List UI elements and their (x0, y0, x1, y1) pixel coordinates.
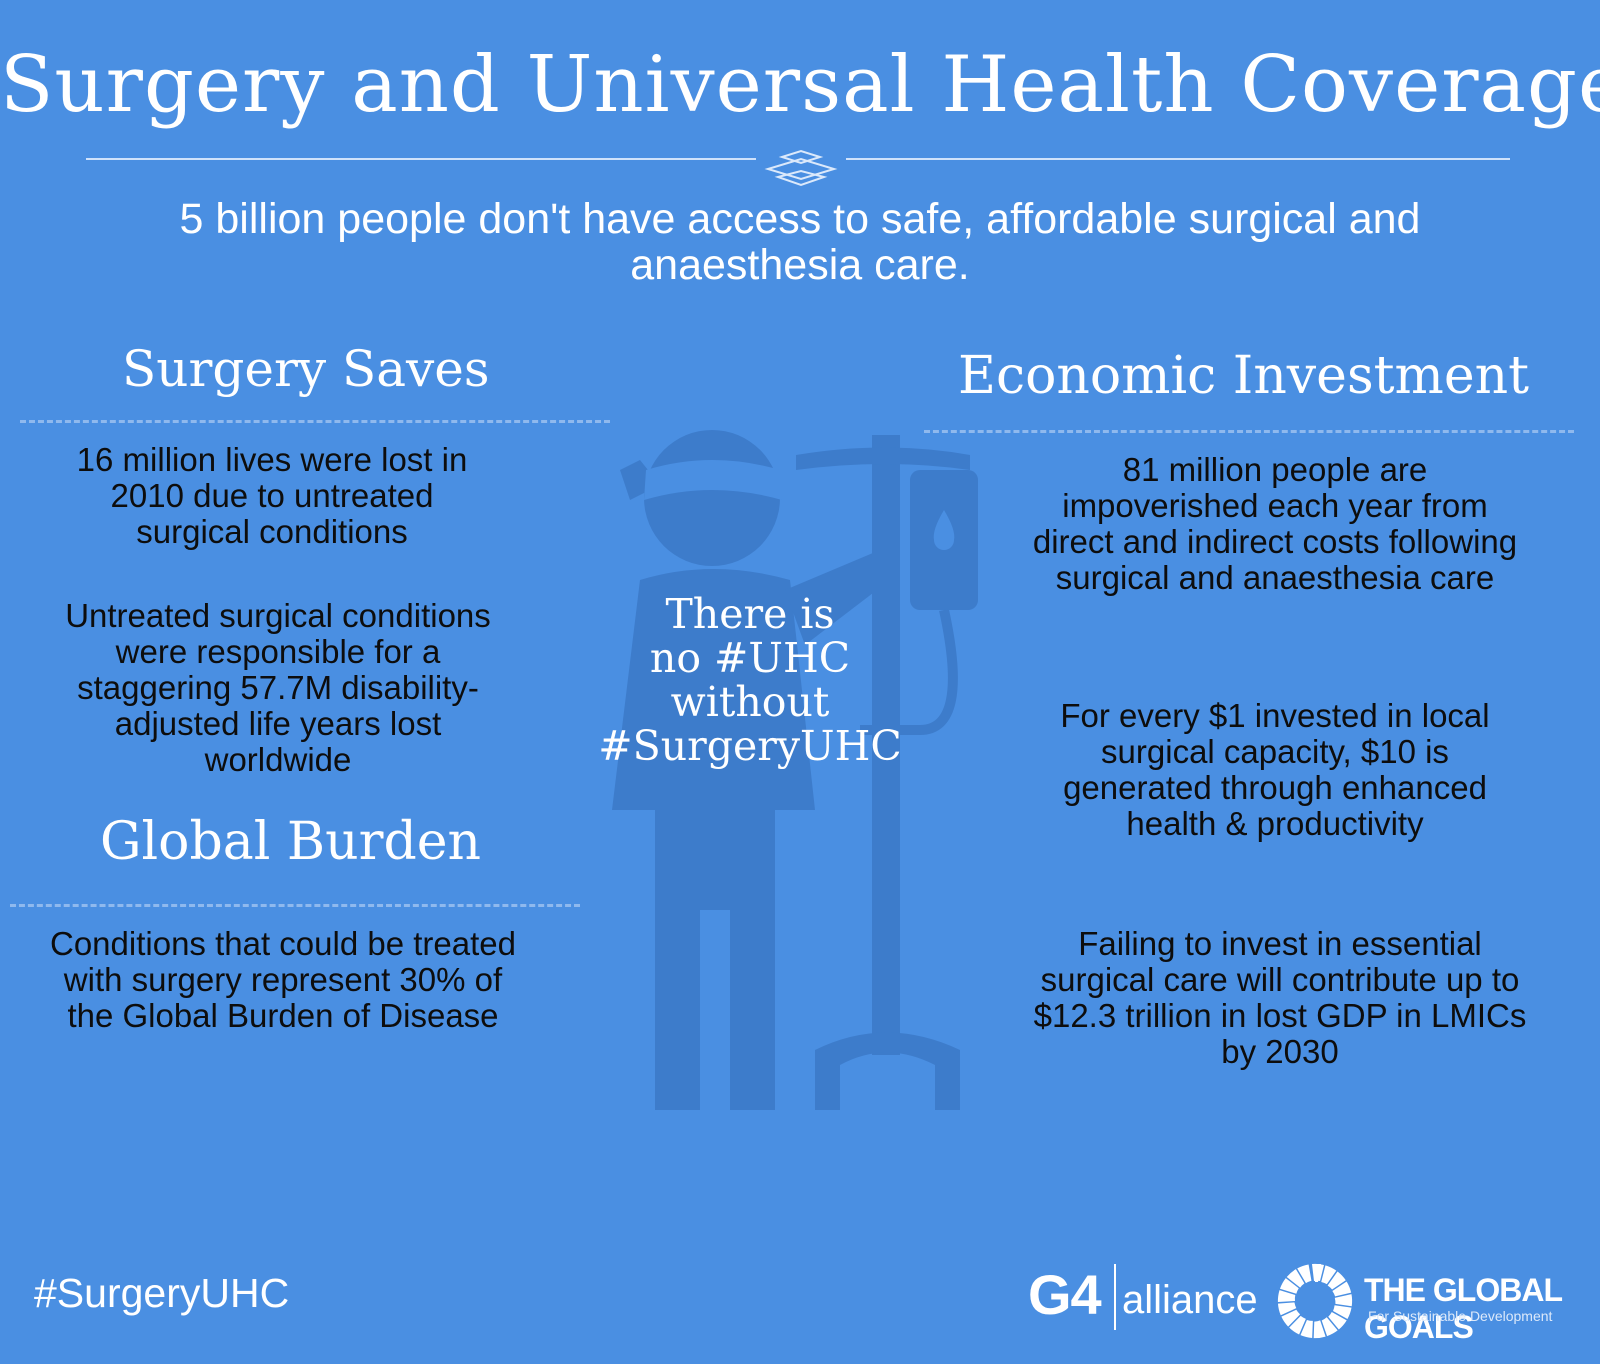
patient-iv-illustration (612, 430, 978, 1110)
dashed-divider (10, 904, 580, 907)
center-line: no #UHC (649, 634, 851, 682)
g4-alliance-text: alliance (1122, 1278, 1258, 1322)
stat-impoverished: 81 million people are impoverished each … (1032, 451, 1518, 596)
center-line: #SurgeryUHC (598, 722, 902, 770)
subtitle: 5 billion people don't have access to sa… (179, 195, 1421, 289)
center-line: without (670, 678, 830, 726)
heading-surgery-saves: Surgery Saves (122, 340, 490, 398)
stat-investment-return: For every $1 invested in local surgical … (1060, 697, 1490, 842)
stat-dalys: Untreated surgical conditions were respo… (65, 597, 491, 778)
center-line: There is (665, 590, 835, 638)
heading-economic-investment: Economic Investment (958, 346, 1530, 406)
center-message: There is no #UHC without #SurgeryUHC (590, 592, 910, 768)
global-goals-wheel-icon (1277, 1263, 1353, 1339)
page-title: Surgery and Universal Health Coverage (0, 40, 1600, 130)
dashed-divider (20, 420, 610, 423)
global-goals-title: THE GLOBAL GOALS (1364, 1272, 1562, 1345)
stat-global-burden: Conditions that could be treated with su… (50, 925, 516, 1034)
stat-lost-gdp: Failing to invest in essential surgical … (1033, 925, 1527, 1070)
dashed-divider (924, 430, 1574, 433)
g4-logo-text: G4 (1028, 1263, 1102, 1326)
divider-ornament-icon (756, 149, 846, 189)
g4-logo-divider (1114, 1264, 1116, 1330)
heading-global-burden: Global Burden (100, 812, 482, 872)
stat-lives-lost: 16 million lives were lost in 2010 due t… (76, 441, 468, 550)
global-goals-subtitle: For Sustainable Development (1368, 1308, 1553, 1324)
footer-hashtag: #SurgeryUHC (34, 1270, 290, 1316)
